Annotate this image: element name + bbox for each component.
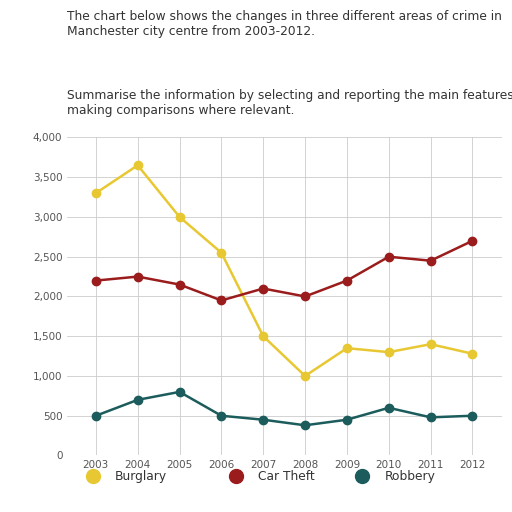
Text: Summarise the information by selecting and reporting the main features and
makin: Summarise the information by selecting a…: [67, 89, 512, 117]
Text: Robbery: Robbery: [384, 470, 435, 483]
Text: Car Theft: Car Theft: [258, 470, 315, 483]
Text: The chart below shows the changes in three different areas of crime in
Mancheste: The chart below shows the changes in thr…: [67, 10, 501, 38]
Text: Burglary: Burglary: [115, 470, 166, 483]
